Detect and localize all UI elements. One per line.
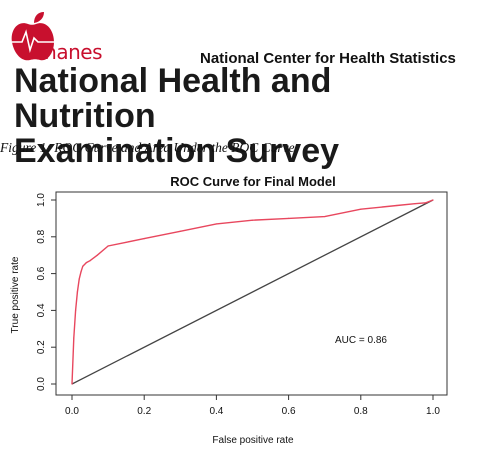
x-axis-label: False positive rate	[212, 435, 294, 446]
roc-point	[78, 278, 80, 280]
heartbeat-line-icon	[12, 29, 108, 53]
roc-point	[82, 265, 84, 267]
x-tick-label: 0.8	[354, 406, 368, 417]
roc-point	[425, 202, 427, 204]
x-tick-label: 0.2	[137, 406, 151, 417]
x-tick-label: 1.0	[426, 406, 440, 417]
roc-point	[288, 217, 290, 219]
roc-point	[73, 337, 75, 339]
roc-point	[432, 199, 434, 201]
leaf-icon	[34, 12, 44, 23]
chart-title: ROC Curve for Final Model	[170, 174, 335, 189]
x-axis: 0.0 0.2 0.4 0.6 0.8 1.0	[65, 394, 440, 417]
y-tick-label: 1.0	[36, 193, 47, 207]
title-line-1: National Health and Nutrition	[14, 62, 332, 135]
y-axis: 0.0 0.2 0.4 0.6 0.8 1.0	[36, 193, 57, 391]
roc-point	[215, 223, 217, 225]
title-line-2: Examination Survey	[14, 132, 340, 170]
roc-point	[75, 309, 77, 311]
auc-annotation: AUC = 0.86	[335, 335, 387, 346]
y-tick-label: 0.8	[36, 229, 47, 243]
roc-point	[107, 245, 109, 247]
x-tick-label: 0.6	[282, 406, 296, 417]
roc-curve-points	[71, 199, 434, 385]
roc-point	[251, 219, 254, 221]
roc-point	[80, 271, 82, 273]
y-tick-label: 0.0	[36, 377, 47, 391]
x-tick-label: 0.0	[65, 406, 79, 417]
roc-point	[71, 383, 73, 385]
roc-point	[143, 238, 145, 240]
y-axis-label: True positive rate	[10, 256, 21, 333]
roc-point	[396, 204, 398, 207]
roc-point	[76, 291, 79, 293]
page-title: National Health and Nutrition Examinatio…	[14, 64, 478, 169]
roc-point	[96, 254, 98, 256]
figure-caption: Figure 1: ROC Curve and Area Under the R…	[0, 140, 295, 155]
y-tick-label: 0.4	[36, 303, 47, 317]
roc-point	[89, 260, 91, 262]
y-tick-label: 0.2	[36, 340, 47, 354]
roc-point	[85, 261, 88, 264]
nhanes-logo	[11, 12, 108, 61]
reference-diagonal-line	[71, 199, 434, 385]
logo-text: nhanes	[32, 40, 103, 64]
x-tick-label: 0.4	[209, 406, 223, 417]
roc-point	[125, 241, 127, 243]
roc-point	[179, 230, 181, 232]
y-tick-label: 0.6	[36, 266, 47, 280]
roc-point	[360, 208, 362, 210]
org-name: National Center for Health Statistics	[200, 50, 456, 67]
roc-point	[324, 215, 326, 218]
roc-point	[414, 203, 416, 205]
